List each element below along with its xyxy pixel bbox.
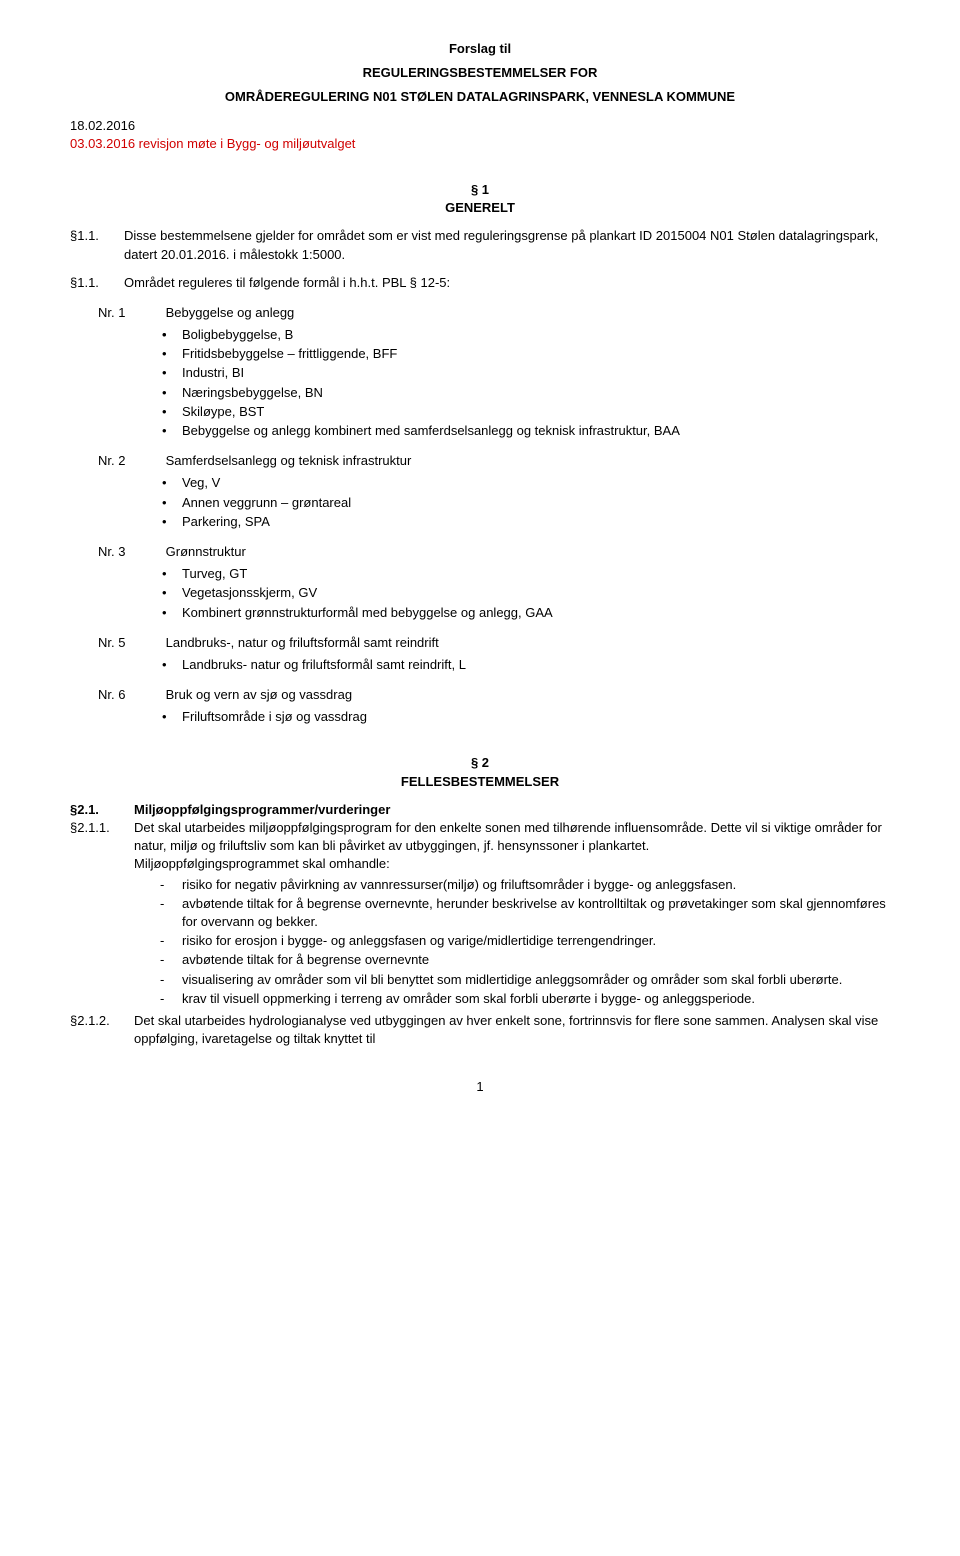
nr6-title: Bruk og vern av sjø og vassdrag	[166, 687, 352, 702]
date-2-revision: 03.03.2016 revisjon møte i Bygg- og milj…	[70, 135, 890, 153]
clause-1-1-num: §1.1.	[70, 227, 124, 263]
header-line1: Forslag til	[70, 40, 890, 58]
list-item: Annen veggrunn – grøntareal	[160, 494, 890, 512]
date-1: 18.02.2016	[70, 117, 890, 135]
list-item: avbøtende tiltak for å begrense overnevn…	[160, 895, 890, 931]
nr2-title: Samferdselsanlegg og teknisk infrastrukt…	[166, 453, 412, 468]
section-2-title: FELLESBESTEMMELSER	[70, 773, 890, 791]
nr3-title: Grønnstruktur	[166, 544, 246, 559]
list-item: Parkering, SPA	[160, 513, 890, 531]
page-number: 1	[70, 1078, 890, 1096]
clause-2-1-2-text: Det skal utarbeides hydrologianalyse ved…	[134, 1012, 890, 1048]
clause-1-1-text: Disse bestemmelsene gjelder for området …	[124, 227, 890, 263]
section-2-heading: § 2 FELLESBESTEMMELSER	[70, 754, 890, 790]
clause-2-1-2-num: §2.1.2.	[70, 1012, 134, 1048]
list-item: Friluftsområde i sjø og vassdrag	[160, 708, 890, 726]
clause-1-1b-num: §1.1.	[70, 274, 124, 292]
nr3-list: Turveg, GT Vegetasjonsskjerm, GV Kombine…	[160, 565, 890, 622]
nr6-list: Friluftsområde i sjø og vassdrag	[160, 708, 890, 726]
clause-2-1-1-lead: Miljøoppfølgingsprogrammet skal omhandle…	[134, 856, 390, 871]
list-item: Vegetasjonsskjerm, GV	[160, 584, 890, 602]
list-item: avbøtende tiltak for å begrense overnevn…	[160, 951, 890, 969]
list-item: visualisering av områder som vil bli ben…	[160, 971, 890, 989]
list-item: Veg, V	[160, 474, 890, 492]
section-1-num: § 1	[471, 182, 489, 197]
nr1-list: Boligbebyggelse, B Fritidsbebyggelse – f…	[160, 326, 890, 440]
nr2-list: Veg, V Annen veggrunn – grøntareal Parke…	[160, 474, 890, 531]
list-item: Fritidsbebyggelse – frittliggende, BFF	[160, 345, 890, 363]
section-1-heading: § 1 GENERELT	[70, 181, 890, 217]
section-2-num: § 2	[471, 755, 489, 770]
list-item: Næringsbebyggelse, BN	[160, 384, 890, 402]
nr1-label: Nr. 1	[70, 304, 162, 322]
list-item: Kombinert grønnstrukturformål med bebygg…	[160, 604, 890, 622]
clause-2-1-1-body: Det skal utarbeides miljøoppfølgingsprog…	[134, 819, 890, 1010]
header-line2: REGULERINGSBESTEMMELSER FOR	[70, 64, 890, 82]
list-item: Bebyggelse og anlegg kombinert med samfe…	[160, 422, 890, 440]
nr3-label: Nr. 3	[70, 543, 162, 561]
nr5-label: Nr. 5	[70, 634, 162, 652]
list-item: Turveg, GT	[160, 565, 890, 583]
nr6-label: Nr. 6	[70, 686, 162, 704]
clause-2-1-num: §2.1.	[70, 801, 134, 819]
nr2-label: Nr. 2	[70, 452, 162, 470]
clause-2-1-1-list: risiko for negativ påvirkning av vannres…	[160, 876, 890, 1008]
header-line3: OMRÅDEREGULERING N01 STØLEN DATALAGRINSP…	[70, 88, 890, 106]
nr5-list: Landbruks- natur og friluftsformål samt …	[160, 656, 890, 674]
list-item: Industri, BI	[160, 364, 890, 382]
clause-1-1b-text: Området reguleres til følgende formål i …	[124, 274, 890, 292]
list-item: Boligbebyggelse, B	[160, 326, 890, 344]
section-1-title: GENERELT	[70, 199, 890, 217]
list-item: risiko for erosjon i bygge- og anleggsfa…	[160, 932, 890, 950]
list-item: krav til visuell oppmerking i terreng av…	[160, 990, 890, 1008]
list-item: Skiløype, BST	[160, 403, 890, 421]
list-item: Landbruks- natur og friluftsformål samt …	[160, 656, 890, 674]
nr1-title: Bebyggelse og anlegg	[166, 305, 295, 320]
clause-2-1-title: Miljøoppfølgingsprogrammer/vurderinger	[134, 801, 890, 819]
clause-2-1-1-text: Det skal utarbeides miljøoppfølgingsprog…	[134, 820, 882, 853]
clause-2-1-1-num: §2.1.1.	[70, 819, 134, 1010]
nr5-title: Landbruks-, natur og friluftsformål samt…	[166, 635, 439, 650]
list-item: risiko for negativ påvirkning av vannres…	[160, 876, 890, 894]
